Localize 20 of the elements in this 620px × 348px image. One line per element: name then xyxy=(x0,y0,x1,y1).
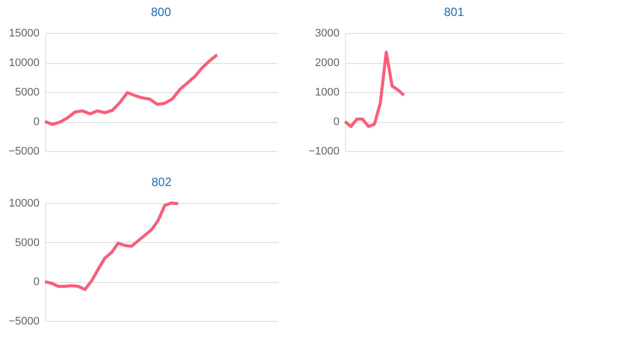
y-tick-label: 0 xyxy=(33,276,40,288)
y-tick-label: 10000 xyxy=(8,57,40,69)
y-tick-label: 0 xyxy=(33,116,40,128)
y-tick-label: −5000 xyxy=(8,146,40,158)
line-series xyxy=(44,202,180,292)
y-tick-label: 10000 xyxy=(8,198,40,210)
chart-title: 800 xyxy=(150,5,172,19)
line-series xyxy=(44,53,219,126)
chart-title: 802 xyxy=(151,175,172,189)
y-tick-label: −1000 xyxy=(308,146,340,158)
y-tick-label: 3000 xyxy=(315,28,340,40)
y-tick-label: 0 xyxy=(333,116,340,128)
y-tick-label: −5000 xyxy=(8,316,40,328)
line-series xyxy=(344,50,406,128)
chart-title: 801 xyxy=(444,5,464,19)
y-tick-label: 1000 xyxy=(315,86,340,98)
y-tick-label: 15000 xyxy=(8,28,40,40)
y-tick-label: 2000 xyxy=(315,57,340,69)
y-tick-label: 5000 xyxy=(15,86,40,98)
y-tick-label: 5000 xyxy=(15,236,40,249)
